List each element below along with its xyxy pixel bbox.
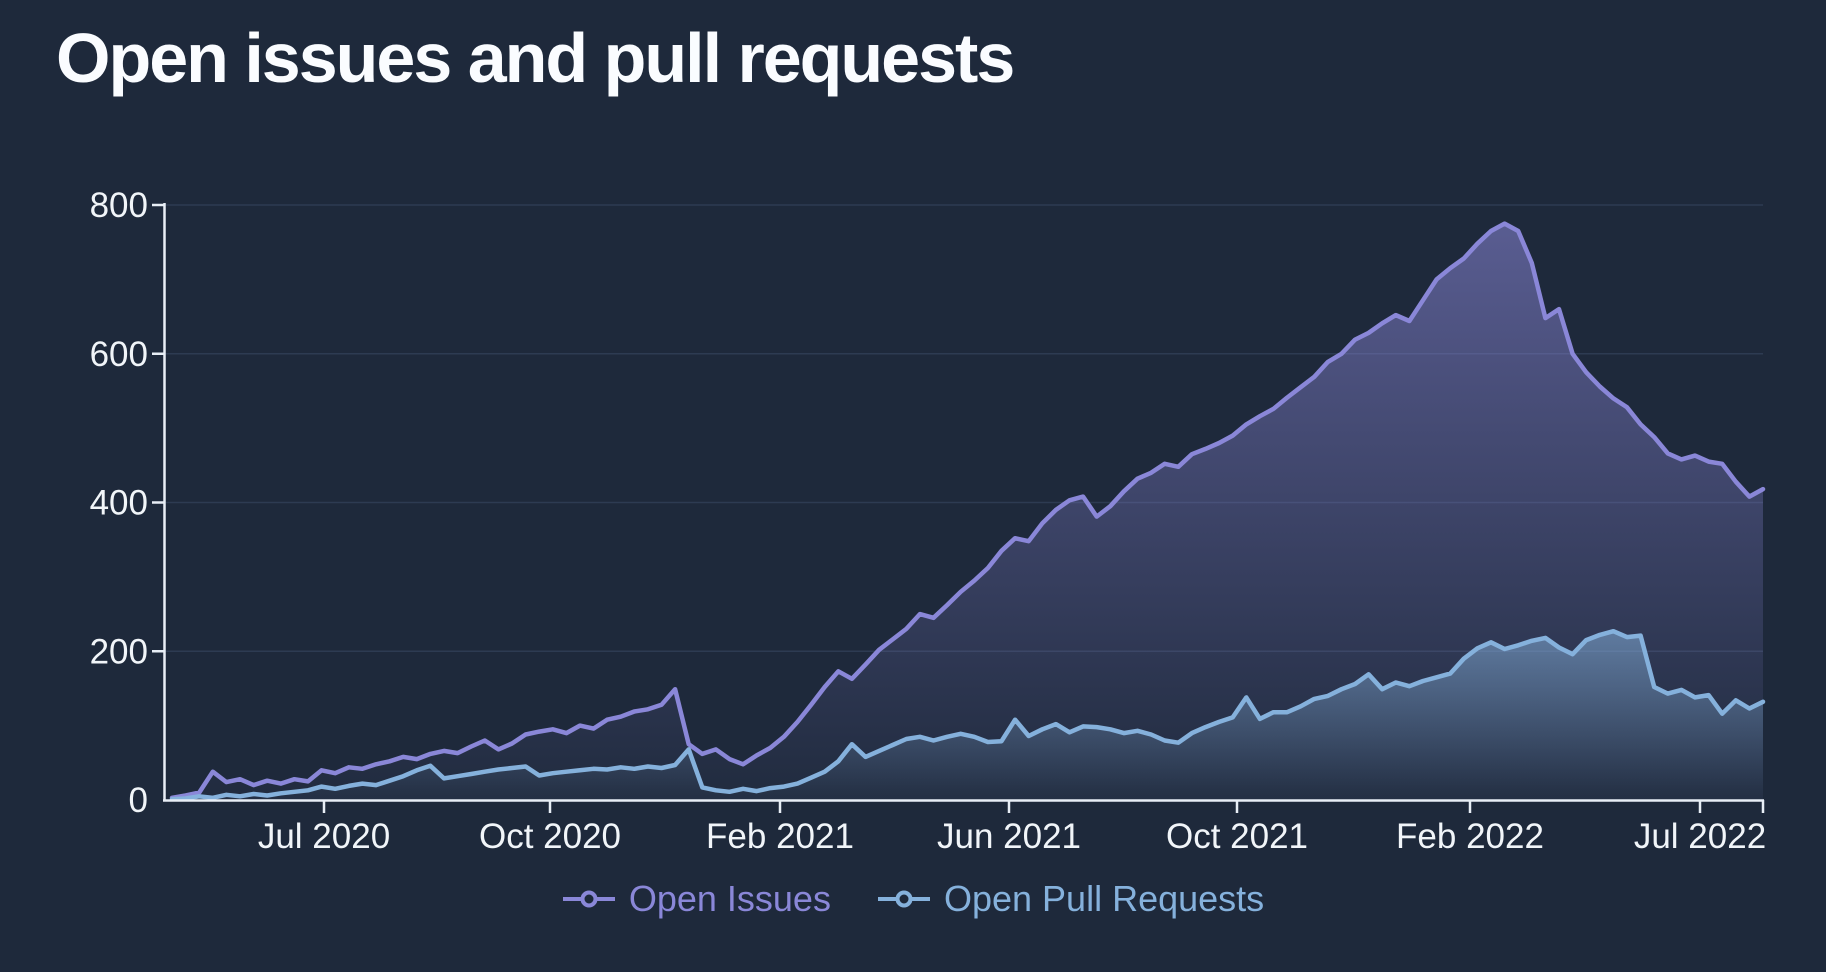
y-tick-label-600: 600 [90, 335, 148, 374]
x-tick-label-1: Oct 2020 [479, 817, 621, 856]
x-tick-label-4: Oct 2021 [1166, 817, 1308, 856]
open-issues-legend-marker-icon [562, 890, 615, 908]
x-tick-label-5: Feb 2022 [1396, 817, 1544, 856]
open-pull-requests-area [172, 631, 1763, 800]
y-tick-label-800: 800 [90, 186, 148, 225]
open-issues-line [169, 221, 1766, 801]
y-tick-label-0: 0 [129, 781, 148, 820]
chart-legend: Open Issues Open Pull Requests [0, 878, 1826, 920]
x-tick-label-2: Feb 2021 [706, 817, 854, 856]
page-title: Open issues and pull requests [56, 19, 1015, 97]
legend-item-open-issues[interactable]: Open Issues [562, 878, 831, 920]
y-tick-label-200: 200 [90, 632, 148, 671]
x-tick-label-0: Jul 2020 [258, 817, 390, 856]
open-pull-requests-line [169, 628, 1766, 802]
x-tick-label-3: Jun 2021 [937, 817, 1081, 856]
open-issues-area [172, 223, 1763, 801]
y-tick-label-400: 400 [90, 484, 148, 523]
legend-label-open-pull-requests: Open Pull Requests [943, 878, 1265, 919]
open-pull-requests-legend-marker-icon [877, 890, 930, 908]
legend-label-open-issues: Open Issues [628, 878, 831, 919]
legend-item-open-pull-requests[interactable]: Open Pull Requests [877, 878, 1264, 920]
x-tick-label-6: Jul 2022 [1634, 817, 1766, 856]
